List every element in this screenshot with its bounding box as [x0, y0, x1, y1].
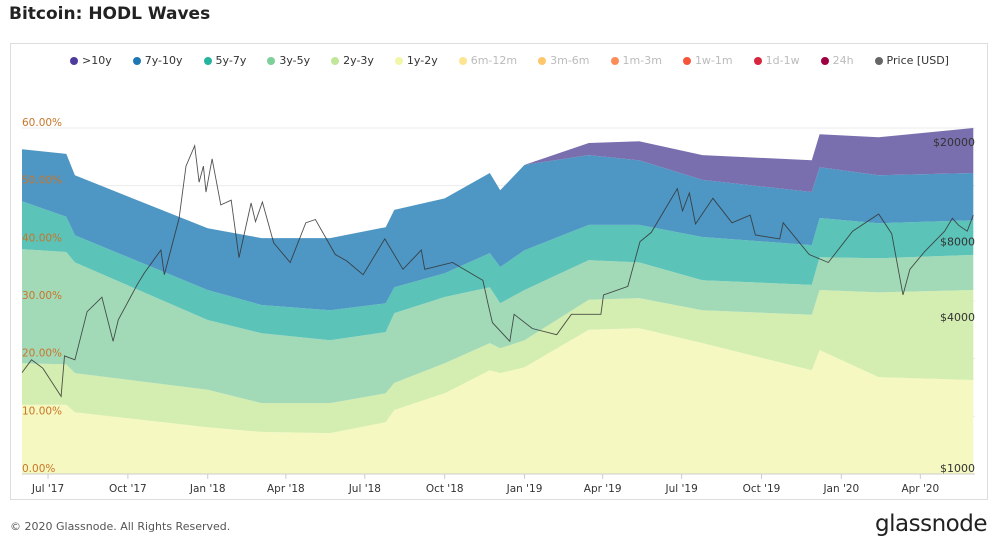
legend-dot-icon — [874, 56, 883, 65]
y-tick-label: 0.00% — [22, 463, 55, 475]
x-tick-label: Apr '20 — [901, 483, 939, 495]
legend-item[interactable]: Price [USD] — [874, 54, 949, 67]
x-tick-label: Oct '18 — [426, 483, 464, 495]
y2-tick-label: $4000 — [940, 311, 975, 324]
x-tick-label: Apr '19 — [584, 483, 622, 495]
legend-dot-icon — [610, 56, 619, 65]
legend-label: 3m-6m — [550, 54, 590, 67]
legend-item[interactable]: 2y-3y — [331, 54, 374, 67]
legend-item[interactable]: 5y-7y — [203, 54, 247, 67]
legend-label: >10y — [82, 54, 112, 67]
legend-dot-icon — [820, 56, 829, 65]
x-tick-label: Jan '19 — [506, 483, 543, 495]
legend-label: 1w-1m — [694, 54, 733, 67]
legend-label: 24h — [832, 54, 854, 67]
x-tick-label: Jan '20 — [822, 483, 859, 495]
legend-item[interactable]: 1w-1m — [682, 54, 733, 67]
legend-dot-icon — [267, 56, 276, 65]
legend-item[interactable]: 1m-3m — [610, 54, 662, 67]
legend-dot-icon — [132, 56, 141, 65]
copyright: © 2020 Glassnode. All Rights Reserved. — [10, 520, 231, 533]
y2-tick-label: $1000 — [940, 462, 975, 475]
legend-item[interactable]: 3y-5y — [267, 54, 310, 67]
legend-dot-icon — [538, 56, 547, 65]
x-tick-label: Oct '19 — [743, 483, 781, 495]
legend-item[interactable]: 1y-2y — [394, 54, 438, 67]
legend-item[interactable]: 7y-10y — [132, 54, 183, 67]
area-1y-2y — [22, 328, 974, 474]
price-line — [21, 143, 974, 398]
legend-label: Price [USD] — [886, 54, 949, 67]
x-tick-label: Jul '18 — [348, 483, 381, 495]
legend-label: 5y-7y — [215, 54, 247, 67]
legend-dot-icon — [394, 56, 403, 65]
legend-dot-icon — [753, 56, 762, 65]
legend-dot-icon — [70, 56, 78, 65]
legend-label: 1y-2y — [406, 54, 438, 67]
legend-label: 3y-5y — [279, 54, 311, 67]
legend-label: 1m-3m — [622, 54, 662, 67]
y2-tick-label: $8000 — [940, 236, 975, 249]
legend-item[interactable]: 3m-6m — [538, 54, 590, 67]
area-gt10y — [22, 128, 974, 239]
area-2y-3y — [22, 290, 974, 434]
x-tick-label: Oct '17 — [109, 483, 147, 495]
area-3y-5y — [22, 249, 974, 404]
legend-dot-icon — [682, 56, 691, 65]
legend-label: 2y-3y — [343, 54, 374, 67]
area-7y-10y — [22, 149, 974, 311]
legend-dot-icon — [458, 56, 467, 65]
x-tick-label: Apr '18 — [267, 483, 305, 495]
y-tick-label: 40.00% — [22, 232, 62, 244]
y-tick-label: 60.00% — [22, 117, 62, 129]
y-tick-label: 30.00% — [22, 290, 62, 302]
glassnode-logo[interactable]: glassnode — [875, 511, 987, 537]
legend: >10y 7y-10y 5y-7y 3y-5y 2y-3y 1y-2y 6m-12m 3m-6… — [70, 54, 970, 67]
y-tick-label: 50.00% — [22, 175, 62, 187]
legend-dot-icon — [203, 56, 212, 65]
legend-label: 7y-10y — [144, 54, 183, 67]
legend-label: 1d-1w — [765, 54, 800, 67]
x-tick-label: Jul '19 — [665, 483, 698, 495]
chart-frame — [10, 43, 988, 500]
legend-dot-icon — [331, 56, 340, 65]
chart-title: Bitcoin: HODL Waves — [9, 4, 211, 24]
x-tick-label: Jan '18 — [189, 483, 226, 495]
legend-item[interactable]: 1d-1w — [753, 54, 800, 67]
y-tick-label: 20.00% — [22, 348, 62, 360]
y-tick-label: 10.00% — [22, 405, 62, 417]
legend-item[interactable]: 24h — [820, 54, 854, 67]
y2-tick-label: $20000 — [933, 136, 975, 149]
legend-item[interactable]: >10y — [70, 54, 112, 67]
legend-item[interactable]: 6m-12m — [458, 54, 518, 67]
x-tick-label: Jul '17 — [31, 483, 64, 495]
legend-label: 6m-12m — [470, 54, 518, 67]
area-5y-7y — [22, 201, 974, 341]
